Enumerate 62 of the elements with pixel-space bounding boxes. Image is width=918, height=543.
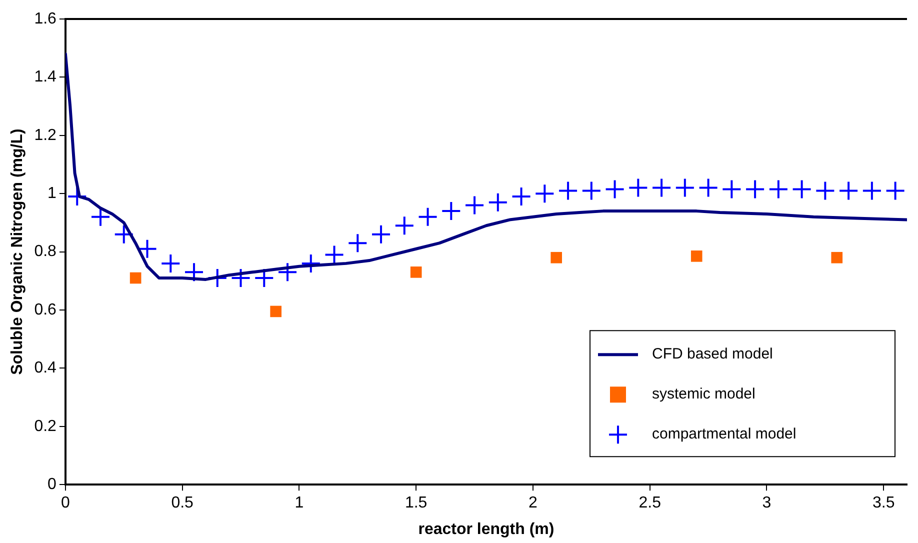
point: [410, 266, 422, 278]
y-tick-label: 0: [48, 476, 57, 494]
point: [371, 224, 392, 244]
point: [862, 180, 882, 201]
point: [418, 206, 438, 227]
x-tick-label: 1.5: [404, 494, 428, 512]
point: [114, 224, 134, 244]
y-tick-label: 1.6: [34, 10, 57, 28]
x-tick-label: 1: [294, 494, 304, 512]
point: [324, 244, 344, 265]
point: [768, 179, 788, 200]
y-tick-label: 1.2: [34, 126, 57, 144]
y-tick-label: 1: [48, 185, 57, 202]
point: [488, 192, 508, 212]
y-axis-title: Soluble Organic Nitrogen (mg/L): [9, 128, 26, 375]
point: [690, 250, 702, 262]
point: [674, 178, 695, 198]
x-tick-label: 2: [528, 494, 538, 512]
legend-label: CFD based model: [652, 346, 773, 363]
point: [722, 179, 742, 200]
point: [581, 180, 602, 201]
point: [604, 179, 625, 200]
legend-label: compartmental model: [652, 426, 796, 443]
x-tick-label: 3.5: [872, 494, 895, 512]
x-axis-title: reactor length (m): [418, 520, 554, 538]
point: [254, 268, 274, 288]
x-tick-label: 0.5: [171, 494, 194, 512]
x-tick-label: 3: [762, 494, 772, 512]
point: [207, 268, 228, 288]
point: [815, 180, 836, 201]
point: [184, 262, 204, 282]
point: [550, 252, 562, 264]
y-tick-label: 0.8: [34, 243, 57, 260]
point: [348, 233, 368, 254]
point: [67, 186, 88, 207]
point: [441, 201, 462, 222]
x-tick-label: 2.5: [638, 494, 662, 512]
point: [278, 262, 298, 282]
y-tick-label: 0.2: [34, 418, 57, 435]
point: [394, 216, 414, 236]
point: [792, 179, 812, 200]
point: [831, 252, 843, 264]
point: [885, 180, 906, 201]
point: [698, 178, 718, 198]
point: [160, 253, 181, 274]
point: [511, 186, 532, 207]
y-tick-label: 0.6: [34, 301, 57, 318]
point: [652, 178, 672, 198]
point: [558, 180, 578, 201]
point: [628, 178, 648, 198]
point: [270, 306, 282, 318]
point: [464, 195, 485, 216]
x-tick-label: 0: [60, 494, 70, 512]
point: [300, 253, 321, 274]
legend-label: systemic model: [652, 386, 756, 403]
point: [130, 272, 142, 284]
y-tick-label: 1.4: [34, 68, 57, 86]
point: [745, 179, 766, 200]
point: [838, 180, 859, 201]
y-tick-label: 0.4: [34, 360, 57, 377]
point: [534, 184, 555, 204]
point: [230, 268, 251, 288]
